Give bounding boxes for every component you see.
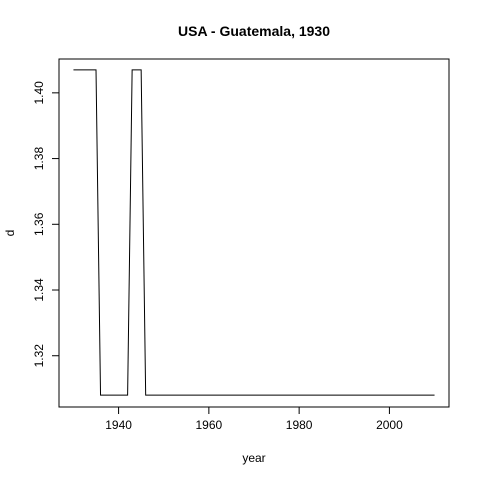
x-tick-label: 1940 bbox=[105, 418, 132, 432]
chart-title: USA - Guatemala, 1930 bbox=[178, 23, 330, 39]
x-tick-label: 1960 bbox=[196, 418, 223, 432]
y-tick-label: 1.34 bbox=[32, 278, 46, 302]
y-axis: 1.32 1.34 1.36 1.38 1.40 bbox=[32, 81, 60, 368]
series-line bbox=[73, 69, 435, 396]
y-tick-label: 1.38 bbox=[32, 147, 46, 171]
series-layer bbox=[73, 69, 435, 396]
x-axis-label: year bbox=[242, 451, 265, 465]
plot-frame bbox=[58, 58, 450, 408]
y-tick-label: 1.36 bbox=[32, 212, 46, 236]
y-axis-label: d bbox=[3, 230, 17, 237]
x-tick-label: 1980 bbox=[286, 418, 313, 432]
x-axis: 1940 1960 1980 2000 bbox=[105, 406, 403, 432]
y-tick-label: 1.40 bbox=[32, 81, 46, 105]
x-tick-label: 2000 bbox=[376, 418, 403, 432]
y-tick-label: 1.32 bbox=[32, 344, 46, 368]
